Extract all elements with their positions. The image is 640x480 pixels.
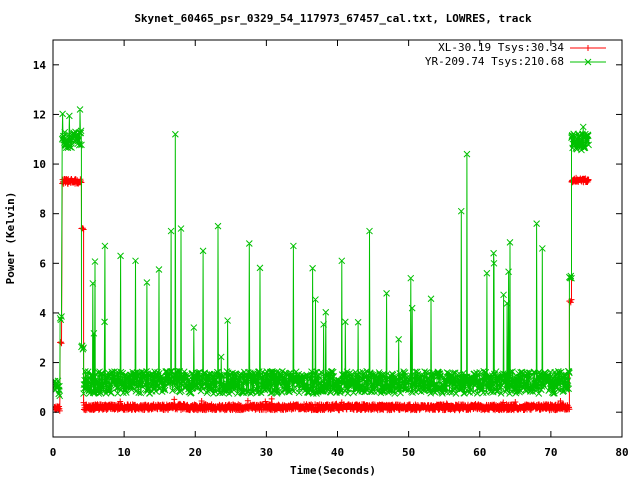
- legend-label-xl: XL-30.19 Tsys:30.34: [438, 41, 564, 54]
- x-tick-label: 70: [544, 446, 557, 459]
- y-tick-label: 0: [39, 406, 46, 419]
- x-tick-label: 10: [118, 446, 131, 459]
- ticks-layer: 0 10 20 30 40 50 60 70 80 0 2 4 6 8 10 12 14: [33, 40, 629, 459]
- legend-label-yr: YR-209.74 Tsys:210.68: [425, 55, 564, 68]
- series-layer: [53, 106, 592, 414]
- y-tick-label: 10: [33, 158, 46, 171]
- legend-entry-yr: YR-209.74 Tsys:210.68: [425, 55, 606, 68]
- series-yr: [53, 106, 592, 400]
- y-tick-label: 4: [39, 307, 46, 320]
- series-line: [53, 109, 590, 396]
- x-tick-label: 40: [331, 446, 344, 459]
- y-tick-label: 12: [33, 108, 46, 121]
- legend-marker-yr: [584, 58, 592, 66]
- series-markers: [53, 106, 592, 400]
- x-tick-label: 50: [402, 446, 415, 459]
- x-tick-label: 20: [189, 446, 202, 459]
- legend-marker-xl: [585, 45, 591, 51]
- y-tick-label: 8: [39, 208, 46, 221]
- legend-entry-xl: XL-30.19 Tsys:30.34: [438, 41, 606, 54]
- plot-frame: [52, 39, 623, 438]
- legend: XL-30.19 Tsys:30.34 YR-209.74 Tsys:210.6…: [425, 41, 606, 68]
- y-tick-label: 6: [39, 257, 46, 270]
- x-axis-label: Time(Seconds): [290, 464, 376, 477]
- x-tick-label: 80: [615, 446, 628, 459]
- chart-title: Skynet_60465_psr_0329_54_117973_67457_ca…: [134, 12, 532, 25]
- series-xl: [53, 174, 592, 414]
- x-tick-label: 60: [473, 446, 486, 459]
- x-tick-label: 0: [50, 446, 57, 459]
- y-axis-label: Power (Kelvin): [4, 192, 17, 285]
- y-tick-label: 2: [39, 357, 46, 370]
- x-tick-label: 30: [260, 446, 273, 459]
- series-markers: [53, 174, 592, 414]
- y-tick-label: 14: [33, 59, 47, 72]
